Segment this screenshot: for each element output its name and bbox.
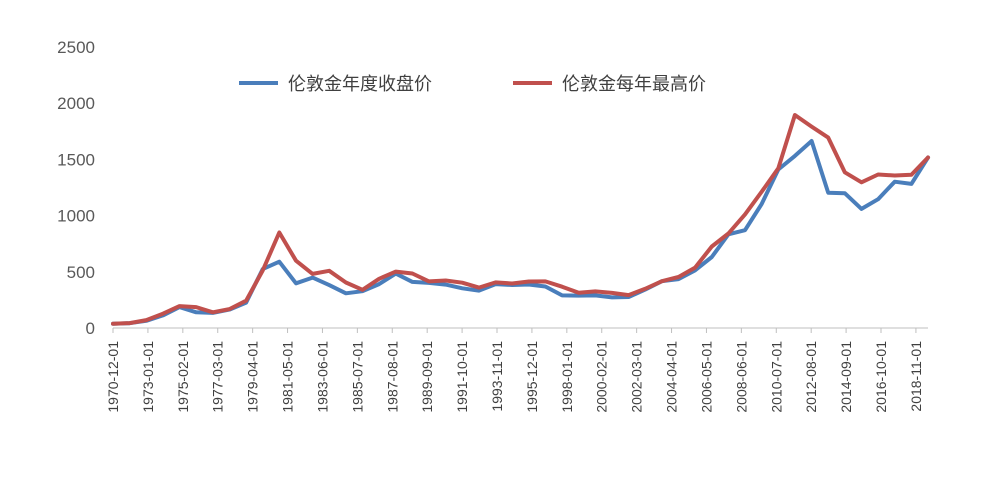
x-tick-label: 1991-10-01: [454, 341, 470, 413]
x-tick-label: 1985-07-01: [349, 341, 365, 413]
x-axis: [112, 327, 928, 333]
x-tick-label: 2004-04-01: [664, 341, 680, 413]
legend: 伦敦金年度收盘价 伦敦金每年最高价: [239, 74, 706, 95]
y-tick-label: 2000: [57, 94, 95, 113]
y-tick-label: 0: [86, 319, 95, 338]
x-tick-label: 1998-01-01: [559, 341, 575, 413]
x-tick-label: 2006-05-01: [698, 341, 714, 413]
y-tick-label: 1500: [57, 150, 95, 169]
legend-label-series-1: 伦敦金年度收盘价: [288, 74, 432, 95]
series-line-2: [111, 113, 930, 326]
y-tick-label: 2500: [57, 38, 95, 57]
x-tick-label: 2018-11-01: [908, 341, 924, 412]
y-tick-label: 500: [67, 263, 95, 282]
plot-area: [111, 113, 930, 326]
x-tick-label: 1987-08-01: [384, 341, 400, 413]
x-tick-label: 1977-03-01: [210, 341, 226, 413]
x-tick-label: 2002-03-01: [629, 341, 645, 413]
x-tick-labels: 1970-12-01 1973-01-01 1975-02-01 1977-03-01…: [105, 341, 924, 413]
x-tick-label: 1981-05-01: [280, 341, 296, 413]
x-tick-label: 1989-09-01: [419, 341, 435, 413]
x-tick-label: 2014-09-01: [838, 341, 854, 413]
legend-label-series-2: 伦敦金每年最高价: [562, 74, 706, 95]
x-tick-label: 2016-10-01: [873, 341, 889, 413]
y-tick-label: 1000: [57, 207, 95, 226]
x-tick-label: 1983-06-01: [314, 341, 330, 413]
x-tick-label: 2010-07-01: [768, 341, 784, 413]
x-tick-label: 2008-06-01: [733, 341, 749, 413]
y-axis: 0 500 1000 1500 2000 2500: [57, 38, 95, 338]
x-tick-label: 1975-02-01: [175, 341, 191, 413]
x-tick-label: 2012-08-01: [803, 341, 819, 413]
x-tick-label: 1979-04-01: [245, 341, 261, 413]
x-tick-label: 1993-11-01: [489, 341, 505, 412]
x-tick-label: 1970-12-01: [105, 341, 121, 413]
series-line-1: [111, 139, 930, 326]
x-tick-label: 2000-02-01: [594, 341, 610, 413]
x-tick-label: 1973-01-01: [140, 341, 156, 413]
x-tick-label: 1995-12-01: [524, 341, 540, 413]
